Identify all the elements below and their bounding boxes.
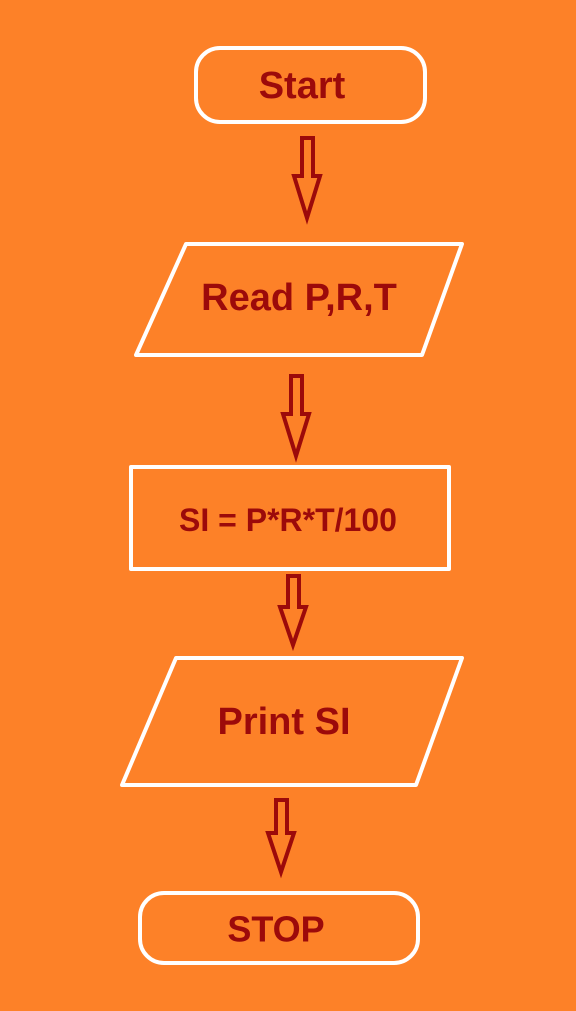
- stop-label: STOP: [227, 909, 324, 950]
- flow-arrow-2: [280, 374, 312, 463]
- print-parallelogram-shape: [120, 656, 464, 787]
- start-node: Start: [194, 46, 427, 124]
- read-input-node: Read P,R,T: [134, 242, 464, 357]
- flow-arrow-4: [265, 798, 297, 879]
- start-label: Start: [259, 65, 346, 107]
- print-output-node: Print SI: [120, 656, 464, 787]
- compute-process-node: SI = P*R*T/100: [129, 465, 451, 571]
- compute-label: SI = P*R*T/100: [179, 502, 397, 538]
- print-label: Print SI: [217, 701, 350, 743]
- flow-arrow-3: [277, 574, 309, 652]
- compute-rectangle-shape: [129, 465, 451, 571]
- stop-node: STOP: [138, 891, 420, 965]
- read-parallelogram-shape: [134, 242, 464, 357]
- flow-arrow-1: [291, 136, 323, 225]
- read-label: Read P,R,T: [201, 277, 397, 319]
- start-terminator-shape: [194, 46, 427, 124]
- stop-terminator-shape: [138, 891, 420, 965]
